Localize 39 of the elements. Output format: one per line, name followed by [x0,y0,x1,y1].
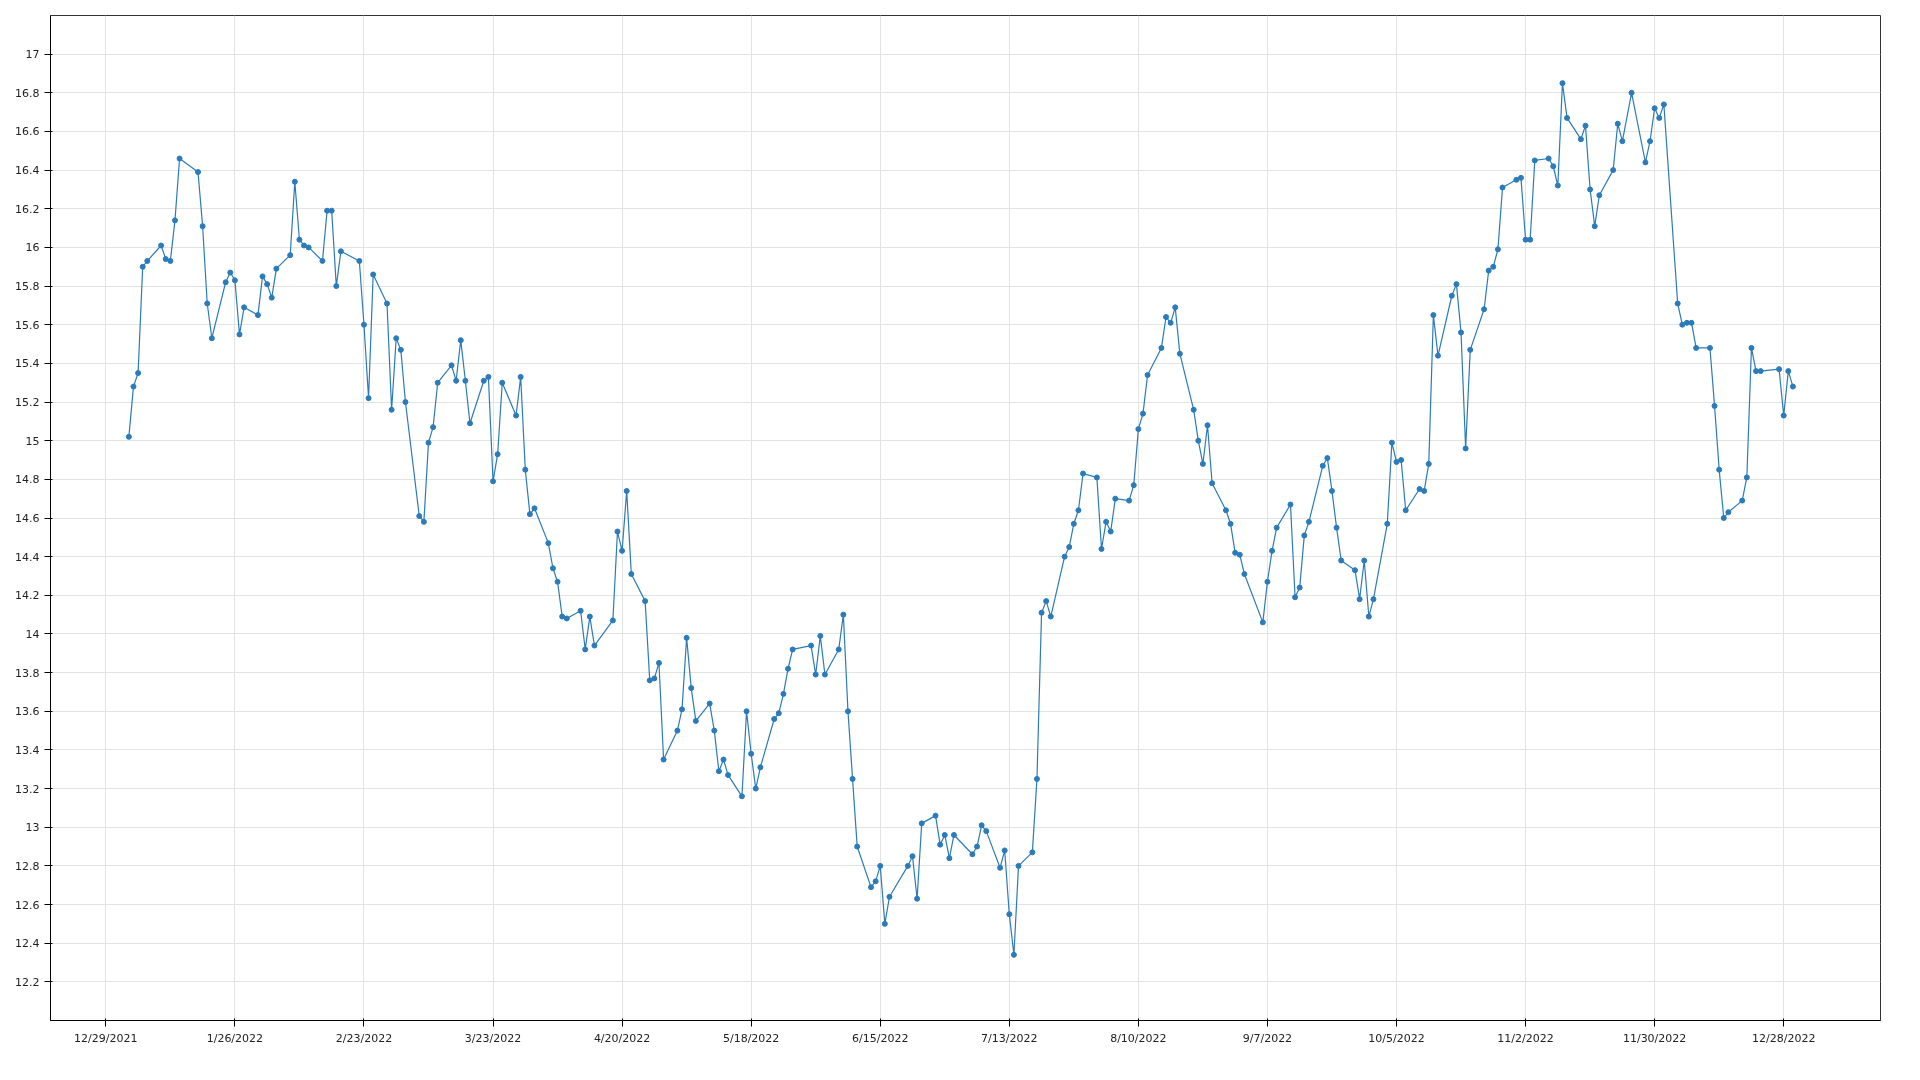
y-tick-label: 15 [25,434,40,448]
y-tick-label: 16.8 [15,86,40,100]
y-tick-label: 12.2 [15,975,40,989]
y-tick-label: 15.6 [15,318,40,332]
y-tick-label: 12.4 [15,937,40,951]
y-tick-label: 13.2 [15,782,40,796]
y-tick-label: 14.2 [15,589,40,603]
y-tick-label: 16.4 [15,164,40,178]
x-tick-label: 11/30/2022 [1622,1031,1687,1045]
x-tick-label: 6/15/2022 [852,1031,909,1045]
x-tick-label: 11/2/2022 [1497,1031,1554,1045]
y-tick-label: 15.4 [15,357,40,371]
y-tick-label: 17 [25,48,40,62]
y-tick-label: 13 [25,821,40,835]
x-tick-label: 9/7/2022 [1242,1031,1293,1045]
x-tick-label: 5/18/2022 [722,1031,780,1045]
y-tick-label: 15.2 [15,396,40,410]
y-tick-label: 14.6 [15,512,40,525]
x-tick-label: 10/5/2022 [1368,1031,1425,1045]
y-tick-label: 14 [25,627,40,641]
x-tick-label: 12/29/2021 [74,1031,138,1045]
y-tick-label: 16 [25,241,40,255]
y-tick-label: 16.2 [15,202,40,216]
y-tick-label: 12.8 [15,859,40,873]
x-tick-label: 8/10/2022 [1110,1031,1167,1045]
x-tick-label: 7/13/2022 [981,1031,1038,1045]
x-tick-label: 12/28/2022 [1752,1031,1816,1045]
y-tick-label: 15.8 [15,280,40,294]
y-tick-label: 14.4 [15,550,40,564]
y-tick-label: 13.6 [15,705,40,719]
x-tick-label: 3/23/2022 [464,1031,522,1045]
y-tick-label: 13.4 [15,743,40,757]
y-tick-label: 14.8 [15,473,40,487]
y-tick-label: 16.6 [15,125,40,139]
y-tick-label: 13.8 [15,666,40,680]
x-tick-label: 1/26/2022 [206,1031,264,1045]
y-tick-label: 12.6 [15,898,40,912]
x-tick-label: 4/20/2022 [593,1031,651,1045]
x-tick-label: 2/23/2022 [335,1031,393,1045]
